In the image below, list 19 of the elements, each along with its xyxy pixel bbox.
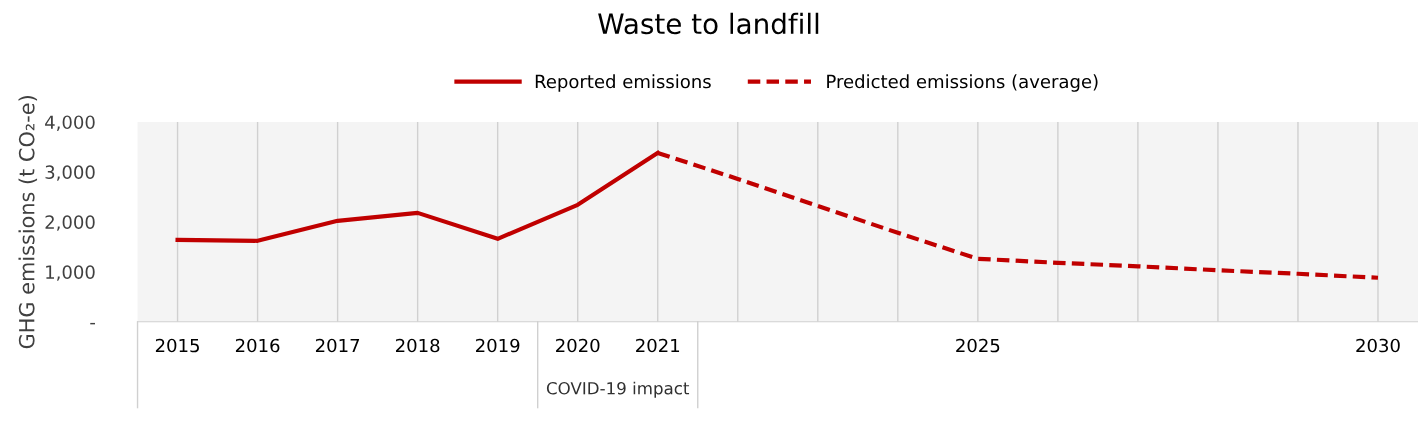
x-tick-label: 2017 — [315, 338, 360, 353]
x-tick-label: 2016 — [235, 338, 280, 353]
x-tick-label: 2020 — [556, 338, 600, 353]
chart-title: Waste to landfill — [598, 12, 819, 35]
y-tick-label: 2,000 — [45, 215, 95, 231]
y-tick-label: 3,000 — [45, 165, 95, 181]
y-tick-label: 1,000 — [46, 265, 95, 281]
x-tick-label: 2030 — [1356, 338, 1400, 353]
legend-label: Reported emissions — [535, 74, 711, 92]
legend-label: Predicted emissions (average) — [827, 74, 1098, 92]
x-tick-label: 2025 — [956, 338, 1000, 353]
x-tick-label: 2019 — [476, 338, 520, 353]
x-tick-label: 2015 — [155, 338, 199, 353]
y-axis-title: GHG emissions (t CO₂-e) — [18, 96, 38, 349]
x-tick-label: 2021 — [636, 338, 680, 353]
y-tick-label: - — [90, 322, 95, 325]
text: COVID-19 impact — [546, 381, 690, 398]
x-tick-label: 2018 — [395, 338, 440, 353]
y-tick-label: 4,000 — [45, 115, 95, 131]
